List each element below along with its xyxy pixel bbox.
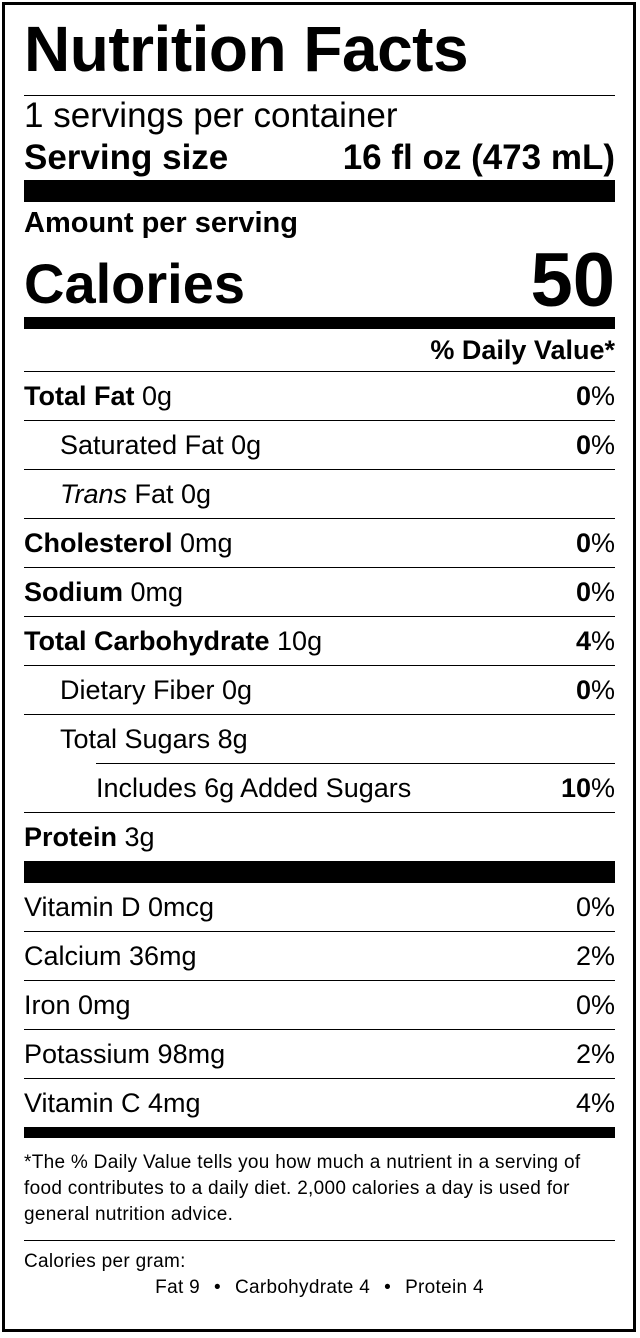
nutrient-row-cholesterol: Cholesterol 0mg 0% <box>24 518 615 567</box>
vitamin-row-vitamin-c: Vitamin C 4mg 4% <box>24 1078 615 1127</box>
carbohydrate-calories: Carbohydrate 4 <box>234 1277 371 1298</box>
nutrient-label: Trans Fat 0g <box>60 478 212 509</box>
nutrient-percent: 0% <box>575 527 615 558</box>
vitamin-percent: 2% <box>575 1038 615 1069</box>
bullet-separator: • <box>213 1277 221 1298</box>
bullet-separator: • <box>384 1277 392 1298</box>
vitamin-row-iron: Iron 0mg 0% <box>24 980 615 1029</box>
daily-value-header: % Daily Value* <box>430 335 615 365</box>
nutrient-percent: 0% <box>575 429 615 460</box>
nutrient-label: Saturated Fat 0g <box>60 429 262 460</box>
calories-value: 50 <box>530 238 615 323</box>
vitamin-row-calcium: Calcium 36mg 2% <box>24 931 615 980</box>
vitamin-percent: 4% <box>575 1087 615 1118</box>
vitamin-label: Calcium 36mg <box>24 940 197 971</box>
nutrient-label: Sodium 0mg <box>24 576 184 607</box>
nutrient-label: Total Carbohydrate 10g <box>24 625 323 656</box>
nutrient-label: Includes 6g Added Sugars <box>96 772 412 803</box>
divider <box>24 95 615 96</box>
nutrient-percent: 4% <box>575 625 615 656</box>
calories-per-gram-label: Calories per gram: <box>24 1251 186 1272</box>
nutrient-label: Total Fat 0g <box>24 380 173 411</box>
divider <box>96 763 615 764</box>
protein-calories: Protein 4 <box>405 1277 484 1298</box>
medium-divider <box>24 317 615 329</box>
nutrient-percent: 0% <box>575 380 615 411</box>
vitamin-percent: 0% <box>575 891 615 922</box>
nutrient-label: Protein 3g <box>24 821 155 852</box>
fat-calories: Fat 9 <box>155 1277 200 1298</box>
daily-value-footnote: *The % Daily Value tells you how much a … <box>24 1152 581 1225</box>
serving-size-value: 16 fl oz (473 mL) <box>342 138 615 177</box>
medium-divider <box>24 1127 615 1138</box>
nutrient-row-total-carbohydrate: Total Carbohydrate 10g 4% <box>24 616 615 665</box>
nutrient-label: Cholesterol 0mg <box>24 527 233 558</box>
servings-per-container: 1 servings per container <box>24 96 398 135</box>
vitamin-row-potassium: Potassium 98mg 2% <box>24 1029 615 1078</box>
vitamin-label: Vitamin D 0mcg <box>24 891 215 922</box>
thick-divider <box>24 861 615 883</box>
nutrient-row-dietary-fiber: Dietary Fiber 0g 0% <box>24 665 615 714</box>
nutrient-row-added-sugars: Includes 6g Added Sugars 10% <box>24 764 615 812</box>
nutrient-percent: 10% <box>560 772 615 803</box>
label-title: Nutrition Facts <box>24 13 469 85</box>
vitamin-percent: 0% <box>575 989 615 1020</box>
nutrient-row-sodium: Sodium 0mg 0% <box>24 567 615 616</box>
nutrient-row-trans-fat: Trans Fat 0g <box>24 469 615 518</box>
nutrient-row-total-fat: Total Fat 0g 0% <box>24 371 615 420</box>
nutrient-percent: 0% <box>575 674 615 705</box>
vitamin-label: Iron 0mg <box>24 989 131 1020</box>
nutrient-label: Dietary Fiber 0g <box>60 674 253 705</box>
vitamin-label: Vitamin C 4mg <box>24 1087 201 1118</box>
nutrient-row-protein: Protein 3g <box>24 812 615 861</box>
vitamin-label: Potassium 98mg <box>24 1038 226 1069</box>
vitamin-row-vitamin-d: Vitamin D 0mcg 0% <box>24 883 615 931</box>
nutrient-row-total-sugars: Total Sugars 8g <box>24 714 615 763</box>
amount-per-serving: Amount per serving <box>24 207 298 239</box>
divider <box>24 1240 615 1241</box>
nutrient-label: Total Sugars 8g <box>60 723 248 754</box>
calories-row: Calories 50 <box>24 238 615 323</box>
calories-per-gram-values: Fat 9 • Carbohydrate 4 • Protein 4 <box>24 1275 615 1301</box>
serving-size-row: Serving size 16 fl oz (473 mL) <box>24 136 615 180</box>
calories-label: Calories <box>24 252 245 315</box>
vitamin-percent: 2% <box>575 940 615 971</box>
serving-size-label: Serving size <box>24 138 229 177</box>
nutrient-row-saturated-fat: Saturated Fat 0g 0% <box>24 420 615 469</box>
thick-divider <box>24 180 615 202</box>
nutrient-percent: 0% <box>575 576 615 607</box>
